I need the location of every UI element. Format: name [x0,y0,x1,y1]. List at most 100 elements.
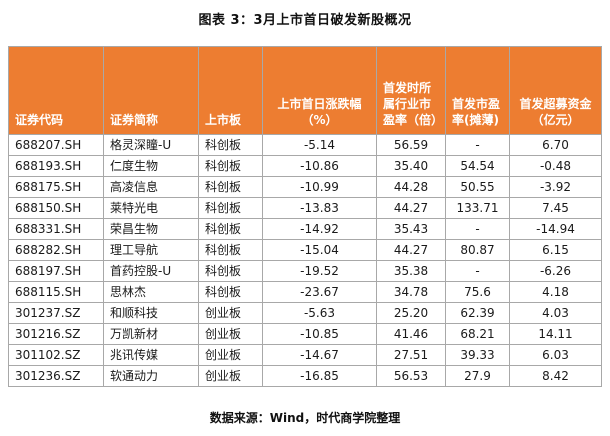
table-row: 301237.SZ 和顺科技 创业板 -5.63 25.20 62.39 4.03 [8,302,602,324]
cell-ipo-pe: 68.21 [445,323,510,345]
cell-listing-board: 科创板 [198,197,263,219]
cell-first-day-change: -5.63 [262,302,377,324]
table-row: 688197.SH 首药控股-U 科创板 -19.52 35.38- -6.26 [8,260,602,282]
cell-listing-board: 创业板 [198,323,263,345]
cell-industry-pe: 35.38 [376,260,446,282]
cell-security-code: 301236.SZ [8,365,104,387]
cell-industry-pe: 56.53 [376,365,446,387]
cell-first-day-change: -15.04 [262,239,377,261]
cell-first-day-change: -13.83 [262,197,377,219]
cell-security-name: 软通动力 [103,365,199,387]
cell-over-raised-funds: 4.18 [509,281,602,303]
header-first-day-change: 上市首日涨跌幅（%） [262,46,377,135]
cell-over-raised-funds: 4.03 [509,302,602,324]
cell-ipo-pe: 50.55 [445,176,510,198]
cell-security-name: 思林杰 [103,281,199,303]
cell-listing-board: 科创板 [198,218,263,240]
table-row: 688150.SH 莱特光电 科创板 -13.83 44.27 133.71 7.45 [8,197,602,219]
cell-first-day-change: -14.67 [262,344,377,366]
cell-security-code: 301216.SZ [8,323,104,345]
cell-security-code: 688115.SH [8,281,104,303]
cell-ipo-pe: 62.39 [445,302,510,324]
cell-security-name: 高凌信息 [103,176,199,198]
cell-industry-pe: 41.46 [376,323,446,345]
data-source-note: 数据来源：Wind，时代商学院整理 [209,411,401,425]
cell-industry-pe: 34.78 [376,281,446,303]
ipo-table: 证券代码 证券简称 上市板 上市首日涨跌幅（%） 首发时所属行业市盈率（倍） 首… [8,46,602,387]
figure-title: 图表 3：3月上市首日破发新股概况 [198,13,412,28]
cell-security-code: 301102.SZ [8,344,104,366]
cell-over-raised-funds: 8.42 [509,365,602,387]
header-security-name: 证券简称 [103,46,199,135]
header-listing-board: 上市板 [198,46,263,135]
table-row: 688282.SH 理工导航 科创板 -15.04 44.27 80.87 6.15 [8,239,602,261]
cell-security-code: 688331.SH [8,218,104,240]
table-row: 301102.SZ 兆讯传媒 创业板 -14.67 27.51 39.33 6.03 [8,344,602,366]
cell-first-day-change: -10.99 [262,176,377,198]
cell-over-raised-funds: 6.70 [509,134,602,156]
cell-security-code: 688197.SH [8,260,104,282]
cell-ipo-pe: - [445,134,510,156]
header-security-code: 证券代码 [8,46,104,135]
cell-industry-pe: 44.28 [376,176,446,198]
cell-listing-board: 创业板 [198,344,263,366]
cell-ipo-pe: 27.9 [445,365,510,387]
cell-ipo-pe: 54.54 [445,155,510,177]
cell-over-raised-funds: 7.45 [509,197,602,219]
table-row: 301216.SZ 万凯新材 创业板 -10.85 41.46 68.21 14.11 [8,323,602,345]
table-header-row: 证券代码 证券简称 上市板 上市首日涨跌幅（%） 首发时所属行业市盈率（倍） 首… [8,46,602,135]
cell-ipo-pe: 133.71 [445,197,510,219]
cell-ipo-pe: 80.87 [445,239,510,261]
ipo-table-container: 证券代码 证券简称 上市板 上市首日涨跌幅（%） 首发时所属行业市盈率（倍） 首… [8,46,602,387]
cell-security-name: 格灵深瞳-U [103,134,199,156]
table-row: 688175.SH 高凌信息 科创板 -10.99 44.28 50.55 -3.92 [8,176,602,198]
cell-over-raised-funds: -0.48 [509,155,602,177]
cell-over-raised-funds: 14.11 [509,323,602,345]
table-row: 301236.SZ 软通动力 创业板 -16.85 56.53 27.9 8.42 [8,365,602,387]
cell-over-raised-funds: -3.92 [509,176,602,198]
cell-listing-board: 科创板 [198,260,263,282]
cell-security-name: 首药控股-U [103,260,199,282]
cell-over-raised-funds: -14.94 [509,218,602,240]
cell-over-raised-funds: 6.03 [509,344,602,366]
cell-industry-pe: 35.43 [376,218,446,240]
cell-listing-board: 科创板 [198,281,263,303]
cell-ipo-pe: 75.6 [445,281,510,303]
cell-security-name: 莱特光电 [103,197,199,219]
cell-listing-board: 创业板 [198,365,263,387]
cell-industry-pe: 44.27 [376,197,446,219]
cell-industry-pe: 35.40 [376,155,446,177]
cell-security-name: 仁度生物 [103,155,199,177]
cell-industry-pe: 25.20 [376,302,446,324]
cell-security-name: 兆讯传媒 [103,344,199,366]
cell-listing-board: 科创板 [198,155,263,177]
cell-over-raised-funds: -6.26 [509,260,602,282]
cell-listing-board: 创业板 [198,302,263,324]
cell-listing-board: 科创板 [198,176,263,198]
cell-first-day-change: -10.86 [262,155,377,177]
cell-security-code: 688175.SH [8,176,104,198]
cell-security-code: 301237.SZ [8,302,104,324]
header-industry-pe: 首发时所属行业市盈率（倍） [376,46,446,135]
cell-over-raised-funds: 6.15 [509,239,602,261]
table-row: 688115.SH 思林杰 科创板 -23.67 34.78 75.6 4.18 [8,281,602,303]
cell-listing-board: 科创板 [198,239,263,261]
cell-security-code: 688207.SH [8,134,104,156]
cell-security-name: 和顺科技 [103,302,199,324]
cell-security-code: 688150.SH [8,197,104,219]
cell-industry-pe: 56.59 [376,134,446,156]
cell-industry-pe: 27.51 [376,344,446,366]
table-row: 688193.SH 仁度生物 科创板 -10.86 35.40 54.54 -0.48 [8,155,602,177]
cell-security-code: 688282.SH [8,239,104,261]
cell-ipo-pe: 39.33 [445,344,510,366]
cell-security-name: 荣昌生物 [103,218,199,240]
header-ipo-pe: 首发市盈率(摊薄) [445,46,510,135]
cell-first-day-change: -23.67 [262,281,377,303]
cell-security-name: 理工导航 [103,239,199,261]
cell-first-day-change: -10.85 [262,323,377,345]
cell-listing-board: 科创板 [198,134,263,156]
cell-first-day-change: -5.14 [262,134,377,156]
cell-first-day-change: -14.92 [262,218,377,240]
cell-security-code: 688193.SH [8,155,104,177]
cell-security-name: 万凯新材 [103,323,199,345]
